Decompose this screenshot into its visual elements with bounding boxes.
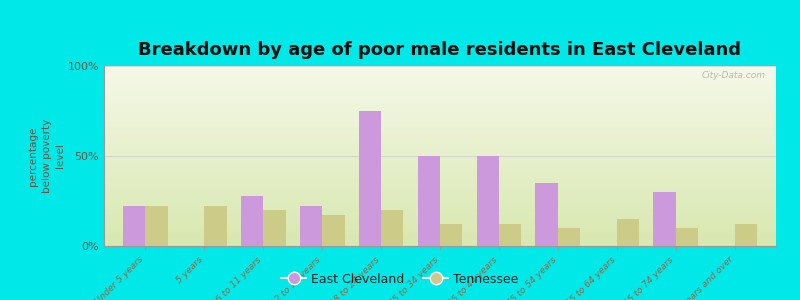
Bar (734, 224, 757, 246)
Bar (358, 111, 381, 246)
Bar (558, 228, 580, 246)
Y-axis label: percentage
below poverty
level: percentage below poverty level (28, 119, 65, 193)
Bar (676, 228, 698, 246)
Bar (499, 224, 522, 246)
Legend: East Cleveland, Tennessee: East Cleveland, Tennessee (276, 268, 524, 291)
Bar (300, 206, 322, 246)
Bar (146, 206, 168, 246)
Title: Breakdown by age of poor male residents in East Cleveland: Breakdown by age of poor male residents … (138, 41, 742, 59)
Bar (204, 206, 226, 246)
Bar (263, 210, 286, 246)
Bar (440, 224, 462, 246)
Bar (322, 215, 345, 246)
Bar (535, 183, 558, 246)
Bar (617, 219, 639, 246)
Bar (241, 196, 263, 246)
Bar (654, 192, 676, 246)
Text: City-Data.com: City-Data.com (702, 71, 766, 80)
Bar (381, 210, 403, 246)
Bar (123, 206, 146, 246)
Bar (477, 156, 499, 246)
Bar (418, 156, 440, 246)
